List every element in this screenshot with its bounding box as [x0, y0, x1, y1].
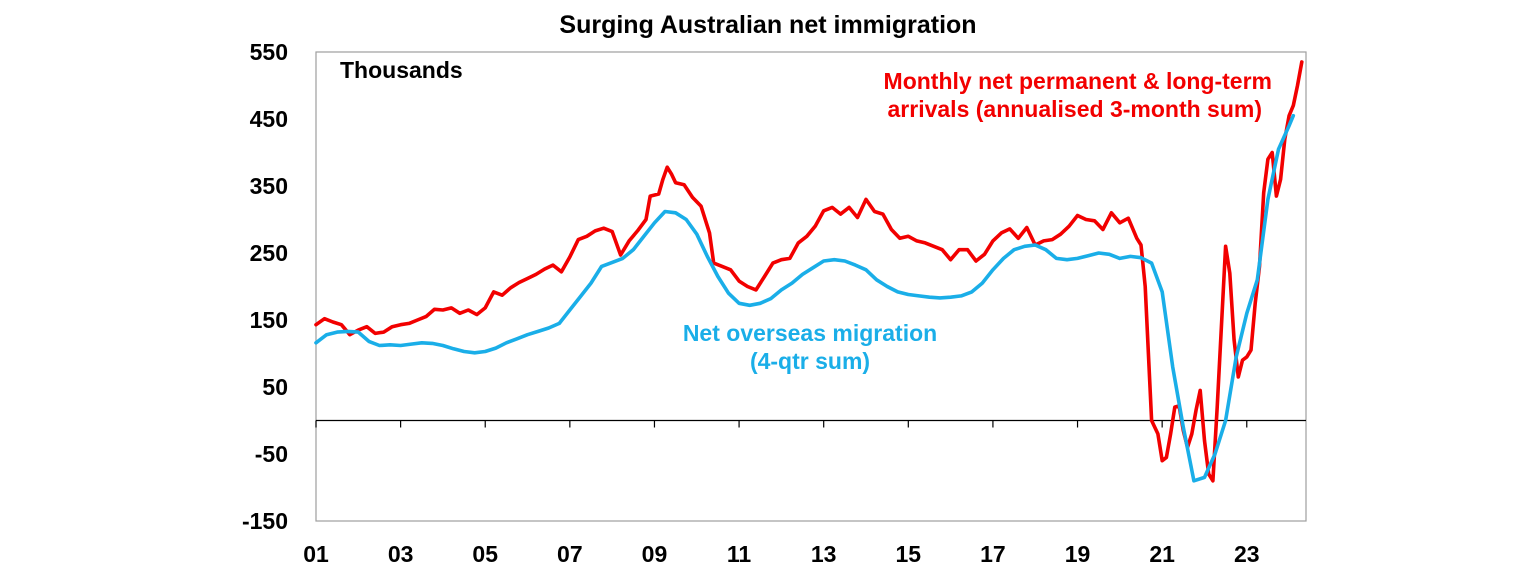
x-tick-label: 09 [642, 541, 668, 567]
y-tick-label: 250 [250, 240, 288, 266]
y-tick-label: 550 [250, 39, 288, 65]
y-tick-label: 350 [250, 173, 288, 199]
plot-frame [315, 51, 1307, 522]
monthly-arrivals-line [314, 60, 1304, 483]
x-tick-label: 01 [303, 541, 329, 567]
monthly-annotation-line1: Monthly net permanent & long-term [884, 68, 1272, 94]
monthly-annotation-line2: arrivals (annualised 3-month sum) [888, 96, 1262, 122]
x-tick-label: 17 [980, 541, 1006, 567]
unit-label: Thousands [340, 57, 463, 83]
x-tick-label: 13 [811, 541, 837, 567]
y-tick-label: 50 [262, 374, 288, 400]
x-tick-label: 21 [1149, 541, 1175, 567]
x-tick-label: 11 [727, 541, 752, 567]
x-tick-label: 23 [1234, 541, 1260, 567]
y-tick-label: 450 [250, 106, 288, 132]
chart-title: Surging Australian net immigration [559, 11, 976, 39]
nom-annotation-line1: Net overseas migration [683, 320, 937, 346]
x-tick-labels: 01 03 05 07 09 11 13 15 17 19 21 23 [303, 541, 1259, 567]
x-tick-marks [315, 420, 1248, 428]
y-tick-label: 150 [250, 307, 288, 333]
nom-annotation-line2: (4-qtr sum) [750, 348, 870, 374]
x-tick-label: 15 [896, 541, 922, 567]
x-tick-label: 07 [557, 541, 583, 567]
series-layer [314, 60, 1304, 483]
net-overseas-migration-line [314, 113, 1296, 483]
y-tick-label: -50 [255, 441, 288, 467]
x-tick-label: 19 [1065, 541, 1091, 567]
x-tick-label: 05 [472, 541, 498, 567]
y-tick-label: -150 [242, 508, 288, 534]
y-tick-labels: 550 450 350 250 150 50 -50 -150 [242, 39, 288, 534]
x-tick-label: 03 [388, 541, 414, 567]
